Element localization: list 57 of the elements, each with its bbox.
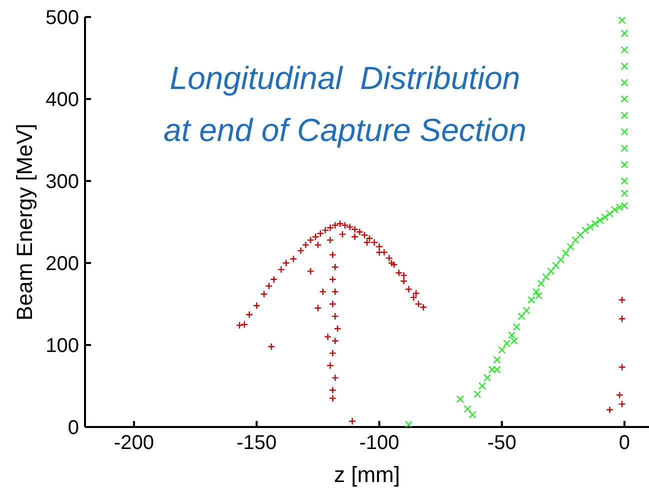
y-tick-label: 200 bbox=[46, 253, 79, 276]
y-tick-label: 500 bbox=[46, 7, 79, 30]
point bbox=[620, 95, 628, 103]
point bbox=[620, 46, 628, 54]
point bbox=[468, 410, 476, 418]
point bbox=[566, 242, 574, 250]
x-tick-label: -100 bbox=[359, 432, 400, 454]
point bbox=[606, 210, 614, 218]
x-tick-label: 0 bbox=[618, 432, 630, 454]
point bbox=[556, 256, 565, 264]
point bbox=[547, 267, 555, 275]
point bbox=[404, 420, 412, 427]
y-tick-label: 0 bbox=[68, 417, 79, 440]
point bbox=[474, 390, 482, 398]
point bbox=[537, 280, 545, 288]
point bbox=[483, 374, 491, 382]
point bbox=[456, 395, 464, 403]
point bbox=[552, 262, 560, 270]
point bbox=[522, 306, 530, 314]
point bbox=[620, 177, 628, 185]
point bbox=[620, 78, 628, 86]
point bbox=[534, 292, 542, 300]
point bbox=[591, 220, 599, 228]
point bbox=[620, 190, 628, 198]
point bbox=[512, 323, 520, 331]
point bbox=[596, 216, 604, 224]
point bbox=[464, 405, 472, 413]
point bbox=[620, 144, 628, 152]
point bbox=[620, 112, 628, 120]
point bbox=[576, 231, 584, 239]
point bbox=[498, 346, 506, 354]
y-tick-label: 300 bbox=[46, 171, 79, 194]
point bbox=[620, 30, 628, 38]
x-axis-title: z [mm] bbox=[334, 462, 400, 487]
point bbox=[527, 296, 536, 304]
point bbox=[601, 213, 609, 221]
point bbox=[586, 223, 594, 231]
point bbox=[618, 17, 626, 24]
point bbox=[620, 62, 628, 70]
point bbox=[620, 128, 628, 136]
y-axis-title: Beam Energy [MeV] bbox=[12, 124, 37, 320]
y-tick-label: 400 bbox=[46, 89, 79, 112]
point bbox=[532, 288, 540, 296]
point bbox=[581, 226, 590, 234]
point bbox=[478, 382, 486, 390]
point bbox=[518, 312, 526, 320]
point bbox=[562, 249, 570, 257]
point bbox=[620, 160, 628, 168]
point bbox=[508, 331, 516, 339]
text: Longitudinal Distribution at end of Capture Section bbox=[162, 59, 528, 150]
point bbox=[542, 273, 550, 281]
x-tick-label: -200 bbox=[114, 432, 154, 454]
x-tick-label: -50 bbox=[487, 432, 516, 454]
point bbox=[572, 236, 580, 244]
y-tick-label: 100 bbox=[46, 335, 79, 358]
x-tick-label: -150 bbox=[236, 432, 277, 454]
point bbox=[493, 356, 501, 364]
